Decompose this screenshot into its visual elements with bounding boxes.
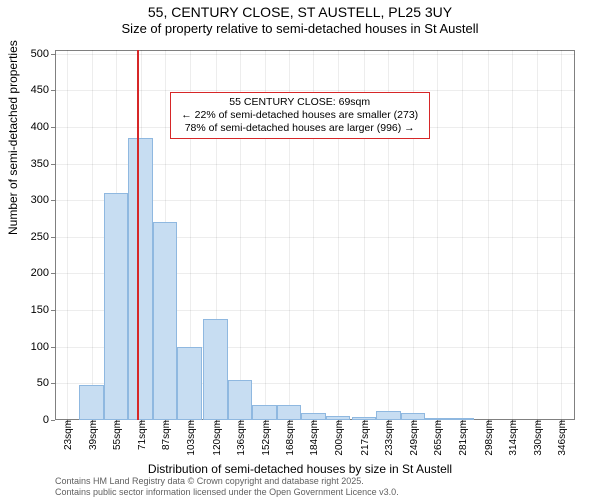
xtick-label: 103sqm bbox=[186, 420, 197, 456]
histogram-bar bbox=[277, 405, 301, 420]
title-line-1: 55, CENTURY CLOSE, ST AUSTELL, PL25 3UY bbox=[0, 4, 600, 20]
annotation-line: 78% of semi-detached houses are larger (… bbox=[177, 122, 423, 135]
title-line-2: Size of property relative to semi-detach… bbox=[0, 21, 600, 36]
xtick-label: 136sqm bbox=[236, 420, 247, 456]
histogram-bar bbox=[450, 418, 474, 420]
attribution-line-2: Contains public sector information licen… bbox=[55, 487, 399, 497]
ytick-label: 300 bbox=[31, 194, 49, 206]
xtick-label: 152sqm bbox=[261, 420, 272, 456]
xtick-label: 249sqm bbox=[409, 420, 420, 456]
xtick-label: 200sqm bbox=[334, 420, 345, 456]
attribution-text: Contains HM Land Registry data © Crown c… bbox=[55, 476, 399, 497]
xtick-label: 120sqm bbox=[212, 420, 223, 456]
chart-container: 55, CENTURY CLOSE, ST AUSTELL, PL25 3UY … bbox=[0, 0, 600, 500]
y-axis-title: Number of semi-detached properties bbox=[6, 40, 20, 235]
gridline-h bbox=[55, 54, 575, 55]
annotation-box: 55 CENTURY CLOSE: 69sqm← 22% of semi-det… bbox=[170, 92, 430, 139]
gridline-v bbox=[537, 50, 538, 420]
histogram-bar bbox=[376, 411, 400, 420]
x-axis-title: Distribution of semi-detached houses by … bbox=[0, 462, 600, 476]
xtick-label: 233sqm bbox=[384, 420, 395, 456]
xtick-label: 217sqm bbox=[360, 420, 371, 456]
gridline-v bbox=[92, 50, 93, 420]
ytick-label: 400 bbox=[31, 121, 49, 133]
ytick-mark bbox=[51, 237, 55, 238]
ytick-mark bbox=[51, 127, 55, 128]
xtick-label: 39sqm bbox=[88, 420, 99, 450]
gridline-v bbox=[67, 50, 68, 420]
histogram-bar bbox=[252, 405, 276, 420]
attribution-line-1: Contains HM Land Registry data © Crown c… bbox=[55, 476, 399, 486]
gridline-v bbox=[561, 50, 562, 420]
histogram-bar bbox=[203, 319, 227, 420]
ytick-label: 200 bbox=[31, 267, 49, 279]
ytick-mark bbox=[51, 310, 55, 311]
annotation-line: 55 CENTURY CLOSE: 69sqm bbox=[177, 96, 423, 109]
xtick-label: 330sqm bbox=[533, 420, 544, 456]
ytick-label: 150 bbox=[31, 304, 49, 316]
ytick-label: 250 bbox=[31, 231, 49, 243]
ytick-mark bbox=[51, 420, 55, 421]
xtick-label: 23sqm bbox=[63, 420, 74, 450]
gridline-v bbox=[488, 50, 489, 420]
xtick-label: 298sqm bbox=[484, 420, 495, 456]
histogram-bar bbox=[228, 380, 252, 420]
ytick-mark bbox=[51, 347, 55, 348]
xtick-label: 168sqm bbox=[285, 420, 296, 456]
property-marker-line bbox=[137, 50, 139, 420]
annotation-line: ← 22% of semi-detached houses are smalle… bbox=[177, 109, 423, 122]
histogram-bar bbox=[425, 418, 449, 420]
histogram-bar bbox=[104, 193, 128, 420]
xtick-label: 265sqm bbox=[433, 420, 444, 456]
histogram-bar bbox=[301, 413, 325, 420]
ytick-label: 450 bbox=[31, 84, 49, 96]
histogram-bar bbox=[79, 385, 103, 420]
title-block: 55, CENTURY CLOSE, ST AUSTELL, PL25 3UY … bbox=[0, 4, 600, 36]
histogram-bar bbox=[177, 347, 201, 420]
ytick-mark bbox=[51, 273, 55, 274]
xtick-label: 87sqm bbox=[161, 420, 172, 450]
gridline-v bbox=[462, 50, 463, 420]
gridline-v bbox=[512, 50, 513, 420]
ytick-label: 0 bbox=[43, 414, 49, 426]
xtick-label: 281sqm bbox=[458, 420, 469, 456]
histogram-bar bbox=[153, 222, 177, 420]
xtick-label: 314sqm bbox=[508, 420, 519, 456]
ytick-mark bbox=[51, 383, 55, 384]
ytick-mark bbox=[51, 200, 55, 201]
xtick-label: 71sqm bbox=[137, 420, 148, 450]
histogram-bar bbox=[128, 138, 152, 420]
ytick-label: 500 bbox=[31, 48, 49, 60]
ytick-label: 50 bbox=[37, 377, 49, 389]
xtick-label: 55sqm bbox=[112, 420, 123, 450]
ytick-label: 350 bbox=[31, 158, 49, 170]
gridline-v bbox=[437, 50, 438, 420]
xtick-label: 184sqm bbox=[309, 420, 320, 456]
xtick-label: 346sqm bbox=[557, 420, 568, 456]
plot-area: 05010015020025030035040045050023sqm39sqm… bbox=[55, 50, 575, 420]
ytick-mark bbox=[51, 164, 55, 165]
histogram-bar bbox=[401, 413, 425, 420]
ytick-mark bbox=[51, 90, 55, 91]
histogram-bar bbox=[352, 417, 376, 420]
histogram-bar bbox=[326, 416, 350, 420]
ytick-mark bbox=[51, 54, 55, 55]
ytick-label: 100 bbox=[31, 341, 49, 353]
